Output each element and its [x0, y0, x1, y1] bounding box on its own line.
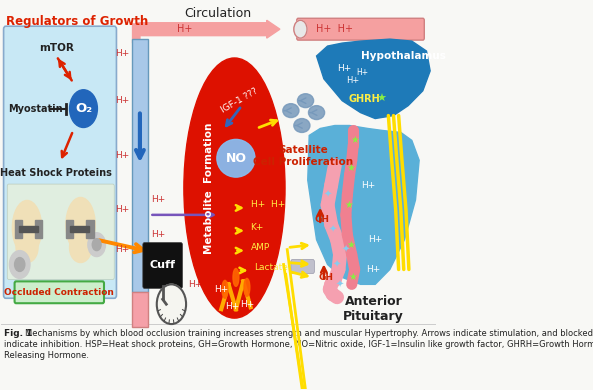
Text: Occluded Contraction: Occluded Contraction [4, 288, 114, 297]
FancyBboxPatch shape [15, 281, 104, 303]
Text: K+: K+ [251, 223, 264, 232]
Text: Heat Shock Proteins: Heat Shock Proteins [1, 168, 112, 178]
FancyBboxPatch shape [4, 26, 116, 298]
Circle shape [93, 239, 101, 251]
Bar [132, 39, 148, 292]
Ellipse shape [184, 58, 285, 318]
Text: GH: GH [318, 273, 334, 282]
Bar [66, 220, 73, 238]
Polygon shape [308, 126, 419, 284]
Text: GHRH: GHRH [348, 94, 380, 104]
Text: ✦: ✦ [336, 279, 344, 289]
Circle shape [9, 251, 30, 278]
Text: ★: ★ [376, 94, 386, 104]
Text: H+: H+ [368, 235, 382, 244]
Text: H+: H+ [177, 24, 192, 34]
Text: H+: H+ [240, 300, 254, 309]
Text: Lactate: Lactate [254, 263, 288, 272]
Ellipse shape [244, 278, 250, 296]
Text: NO: NO [225, 152, 247, 165]
Text: H+  H+: H+ H+ [317, 24, 353, 34]
Text: Myostatin: Myostatin [8, 104, 63, 113]
Bar [87, 220, 94, 238]
Bar [35, 220, 43, 238]
Text: mTOR: mTOR [39, 43, 74, 53]
Ellipse shape [308, 106, 324, 120]
Text: ★: ★ [349, 272, 358, 282]
Text: ✦: ✦ [329, 225, 337, 235]
Text: AMP: AMP [251, 243, 270, 252]
FancyBboxPatch shape [143, 243, 183, 288]
Text: H+: H+ [116, 151, 130, 160]
Text: H+: H+ [214, 285, 228, 294]
Polygon shape [317, 39, 430, 119]
Circle shape [69, 90, 97, 128]
Text: H+: H+ [356, 68, 369, 77]
Text: H+: H+ [116, 48, 130, 57]
Bar [71, 226, 90, 232]
Circle shape [157, 284, 186, 324]
Text: Cuff: Cuff [149, 261, 176, 271]
Text: GH: GH [314, 215, 329, 224]
Text: O₂: O₂ [75, 102, 92, 115]
Ellipse shape [283, 104, 299, 117]
Text: H+: H+ [361, 181, 375, 190]
Bar [15, 220, 22, 238]
FancyBboxPatch shape [7, 184, 114, 279]
Text: ★: ★ [346, 239, 355, 250]
Text: H+: H+ [189, 280, 203, 289]
Text: ★: ★ [346, 163, 355, 173]
FancyBboxPatch shape [296, 18, 424, 40]
FancyBboxPatch shape [291, 259, 314, 273]
Text: ★: ★ [345, 200, 353, 210]
Ellipse shape [69, 233, 91, 262]
Text: H+: H+ [337, 64, 352, 73]
Ellipse shape [233, 268, 239, 286]
Text: Metabolite  Formation: Metabolite Formation [204, 122, 214, 254]
Ellipse shape [294, 119, 310, 133]
Circle shape [15, 257, 25, 271]
Text: H+: H+ [116, 206, 130, 214]
Text: H+: H+ [366, 265, 381, 274]
Ellipse shape [298, 94, 314, 108]
Text: H+: H+ [151, 230, 165, 239]
Circle shape [294, 20, 307, 38]
Ellipse shape [222, 280, 228, 298]
Text: H+: H+ [151, 195, 165, 204]
Ellipse shape [16, 233, 38, 262]
Text: Regulators of Growth: Regulators of Growth [6, 15, 148, 28]
Text: H+: H+ [225, 302, 240, 311]
Text: ✦: ✦ [323, 190, 331, 200]
Text: H+: H+ [116, 96, 130, 105]
Text: Mechanisms by which blood occlusion training increases strength and muscular Hyp: Mechanisms by which blood occlusion trai… [25, 329, 593, 338]
Text: Fig. 1: Fig. 1 [4, 329, 33, 338]
Text: Satellite
Cell Proliferation: Satellite Cell Proliferation [253, 145, 353, 167]
Text: ★: ★ [350, 135, 359, 145]
Text: IGF-1 ???: IGF-1 ??? [219, 87, 260, 115]
Text: Circulation: Circulation [184, 7, 251, 20]
FancyArrow shape [137, 20, 280, 38]
Text: H+: H+ [116, 245, 130, 254]
Text: Releasing Hormone.: Releasing Hormone. [4, 351, 90, 360]
Bar [132, 292, 148, 327]
Text: indicate inhibition. HSP=Heat shock proteins, GH=Growth Hormone, NO=Nitric oxide: indicate inhibition. HSP=Heat shock prot… [4, 340, 593, 349]
Text: H+  H+: H+ H+ [251, 200, 285, 209]
Text: H+: H+ [346, 76, 360, 85]
Text: Anterior
Pituitary: Anterior Pituitary [343, 295, 404, 323]
Text: ✦: ✦ [333, 259, 341, 269]
Bar [19, 226, 38, 232]
Text: ✦: ✦ [342, 245, 350, 255]
Ellipse shape [217, 139, 255, 177]
FancyBboxPatch shape [132, 23, 141, 43]
Circle shape [88, 233, 106, 257]
Ellipse shape [12, 200, 42, 255]
Text: Hypothalamus: Hypothalamus [361, 51, 445, 61]
Ellipse shape [66, 197, 95, 252]
